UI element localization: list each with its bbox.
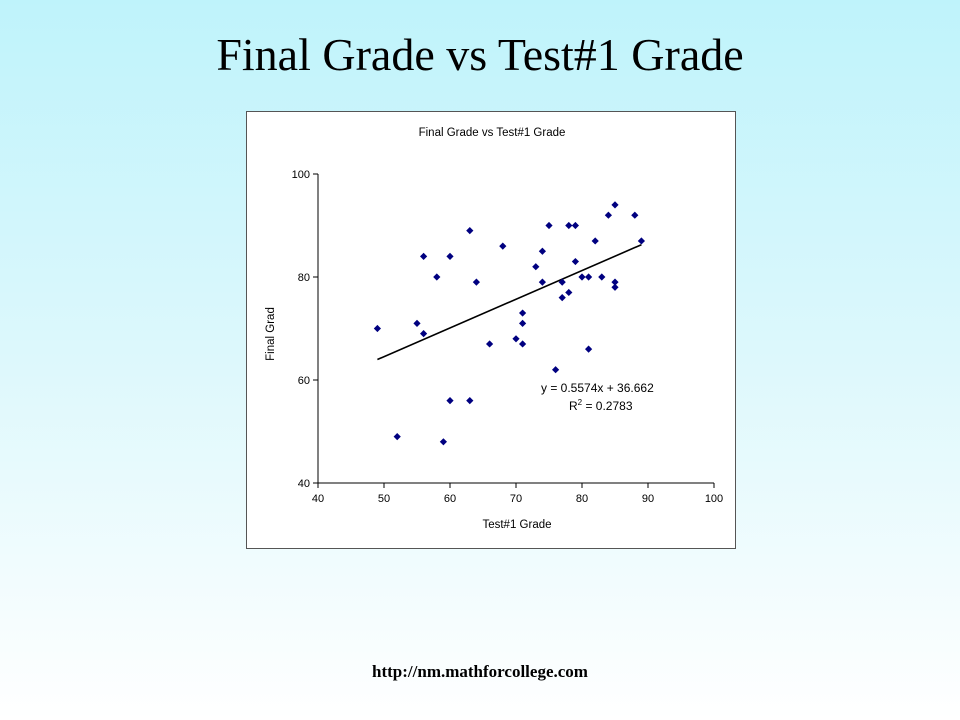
- y-tick-label: 80: [298, 272, 310, 284]
- data-point: [373, 324, 381, 333]
- trendline-equation: y = 0.5574x + 36.662: [541, 381, 654, 395]
- data-point: [499, 242, 507, 250]
- data-point: [571, 221, 579, 230]
- data-point: [446, 252, 454, 260]
- chart-title: Final Grade vs Test#1 Grade: [419, 127, 566, 139]
- footer-url: http://nm.mathforcollege.com: [372, 662, 588, 681]
- data-point: [611, 283, 619, 291]
- y-tick-label: 40: [298, 478, 310, 490]
- trendline-group: [377, 243, 642, 361]
- r-squared-prefix: R: [569, 399, 578, 413]
- data-point: [565, 221, 573, 230]
- data-point: [565, 288, 573, 297]
- data-point: [466, 397, 474, 405]
- data-point: [439, 438, 447, 446]
- x-tick-label: 40: [312, 493, 324, 505]
- data-point: [558, 294, 566, 302]
- data-point: [604, 211, 612, 219]
- y-axis-label: Final Grad: [265, 307, 277, 361]
- r-squared-label: R2 = 0.2783: [569, 398, 633, 413]
- r-squared-superscript: 2: [578, 398, 583, 407]
- data-point: [585, 345, 593, 353]
- data-point: [585, 273, 593, 281]
- data-point: [433, 273, 441, 281]
- x-axis-label: Test#1 Grade: [482, 519, 551, 531]
- x-tick-label: 80: [576, 493, 588, 505]
- data-point: [393, 433, 401, 441]
- data-point: [571, 257, 579, 266]
- data-point: [413, 319, 421, 327]
- data-point: [420, 330, 428, 338]
- y-tick-label: 60: [298, 375, 310, 387]
- data-point: [512, 335, 520, 343]
- data-point: [472, 278, 480, 286]
- r-squared-value: = 0.2783: [582, 399, 633, 413]
- data-point: [545, 221, 553, 230]
- data-point: [538, 247, 546, 255]
- data-point: [598, 273, 606, 281]
- data-point: [637, 237, 645, 245]
- data-point: [466, 227, 474, 235]
- y-tick-label: 100: [292, 169, 310, 181]
- data-point: [591, 237, 599, 245]
- data-point: [420, 252, 428, 260]
- x-tick-label: 90: [642, 493, 654, 505]
- trendline: [377, 243, 642, 361]
- data-point: [631, 211, 639, 219]
- x-tick-label: 100: [705, 493, 723, 505]
- data-point: [578, 273, 586, 281]
- slide-title: Final Grade vs Test#1 Grade: [216, 29, 744, 80]
- scatter-chart: Final Grade vs Test#1 Grade 40 50 60 70 80 90…: [246, 111, 736, 549]
- data-point: [519, 309, 527, 317]
- x-tick-label: 60: [444, 493, 456, 505]
- data-point: [486, 340, 494, 348]
- data-point: [552, 366, 560, 374]
- data-point: [532, 263, 540, 271]
- data-point: [519, 319, 527, 327]
- data-point: [446, 397, 454, 405]
- data-point: [611, 201, 619, 209]
- axes: 40 50 60 70 80 90 100 40 60 80 100: [292, 169, 724, 505]
- data-point: [538, 278, 546, 286]
- data-point: [519, 340, 527, 348]
- x-tick-label: 70: [510, 493, 522, 505]
- x-tick-label: 50: [378, 493, 390, 505]
- chart-svg: Final Grade vs Test#1 Grade 40 50 60 70 80 90…: [265, 127, 724, 531]
